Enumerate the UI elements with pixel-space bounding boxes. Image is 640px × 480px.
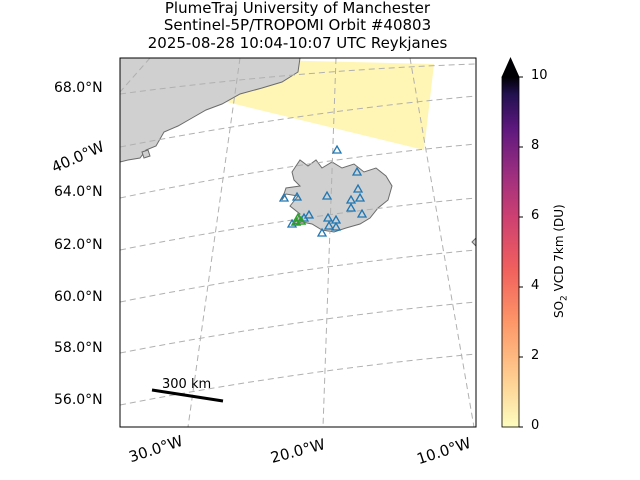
lon-line-10: [409, 58, 475, 427]
source-marker: [295, 215, 307, 225]
volcano-marker: [354, 192, 366, 202]
volcano-marker: [321, 190, 333, 200]
greenland-islet: [141, 149, 151, 159]
cb-tick-10: 10: [531, 68, 548, 83]
cb-tick-4: 4: [531, 278, 540, 293]
lat-label-64: 64.0°N: [54, 184, 103, 200]
volcano-marker: [352, 183, 364, 193]
lon-line-40: [120, 58, 151, 93]
lon-line-30: [187, 58, 241, 427]
volcano-marker: [322, 212, 334, 222]
colorbar-label: SO2 VCD 7km (DU): [552, 204, 569, 318]
source-markers: [290, 212, 307, 226]
volcano-marker: [330, 221, 342, 231]
colorbar-label-prefix: SO: [552, 300, 566, 318]
volcano-marker: [316, 227, 328, 237]
lat-line-64: [120, 143, 476, 199]
colorbar-label-sub: 2: [559, 295, 570, 301]
lat-label-60: 60.0°N: [54, 289, 103, 305]
title-line-1: PlumeTraj University of Manchester: [164, 0, 431, 17]
volcano-marker: [331, 144, 343, 154]
lat-line-56: [120, 353, 476, 406]
lat-line-60: [120, 249, 476, 303]
title-line-3: 2025-08-28 10:04-10:07 UTC Reykjanes: [147, 34, 448, 52]
distant-coast: [471, 237, 476, 247]
volcano-marker: [323, 220, 335, 230]
volcano-marker: [303, 209, 315, 219]
map-area: [120, 58, 476, 427]
volcano-markers: [278, 144, 368, 237]
lat-label-68: 68.0°N: [54, 80, 103, 96]
colorbar: [501, 57, 523, 428]
colorbar-gradient: [501, 76, 520, 428]
volcano-marker: [286, 218, 298, 228]
map-frame: [119, 57, 477, 428]
title-line-2: Sentinel-5P/TROPOMI Orbit #40803: [163, 16, 432, 34]
volcano-marker: [345, 202, 357, 212]
scale-bar: [151, 388, 224, 403]
cb-tick-8: 8: [531, 138, 540, 153]
scale-bar-label: 300 km: [162, 377, 212, 392]
lat-label-62: 62.0°N: [54, 237, 103, 253]
colorbar-label-suffix: VCD 7km (DU): [552, 204, 566, 296]
colorbar-extend-arrow: [501, 57, 520, 78]
cb-tick-6: 6: [531, 208, 540, 223]
cb-tick-0: 0: [531, 418, 540, 433]
lat-line-68: [120, 63, 476, 95]
lat-line-66: [120, 95, 476, 148]
cb-tick-2: 2: [531, 348, 540, 363]
volcano-marker: [278, 192, 290, 202]
lat-label-56: 56.0°N: [54, 392, 103, 408]
volcano-marker: [291, 191, 303, 201]
volcano-marker: [351, 166, 363, 176]
lon-line-20: [322, 58, 337, 427]
greenland-land: [120, 58, 301, 163]
volcano-marker: [356, 208, 368, 218]
lat-label-58: 58.0°N: [54, 340, 103, 356]
lat-line-58: [120, 301, 476, 354]
